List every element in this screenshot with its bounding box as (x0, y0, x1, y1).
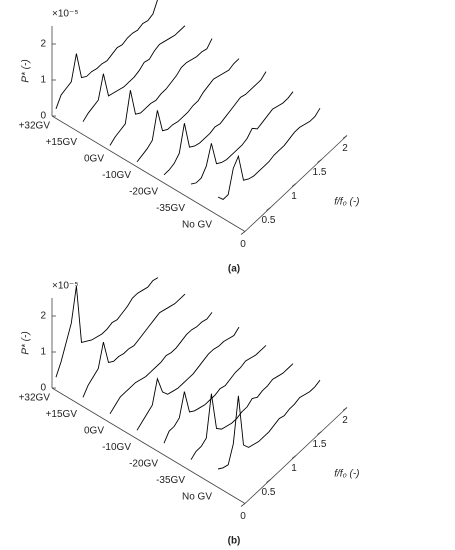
series-label: -35GV (156, 475, 185, 486)
x-tick-label: 2 (342, 143, 348, 154)
trace (163, 345, 267, 444)
x-tick (240, 231, 246, 235)
series-label: +32GV (19, 393, 51, 404)
x-tick-label: 0 (240, 511, 246, 522)
x-tick (342, 407, 348, 411)
x-axis-label: f/f₀ (-) (334, 469, 359, 480)
panel-label: (b) (228, 536, 241, 547)
x-tick (240, 503, 246, 507)
x-tick (266, 479, 271, 483)
trace (109, 312, 213, 415)
depth-axis (51, 387, 246, 504)
series-label: -35GV (156, 203, 185, 214)
x-tick-label: 0.5 (262, 215, 276, 226)
series-label: 0GV (84, 426, 104, 437)
y-tick-label: 0 (40, 383, 46, 394)
trace (136, 58, 240, 163)
x-tick (317, 431, 322, 435)
x-axis-label: f/f₀ (-) (334, 197, 359, 208)
y-tick-label: 0 (40, 111, 46, 122)
trace (55, 277, 159, 378)
y-tick-label: 2 (40, 39, 46, 50)
y-axis-label: P* (-) (21, 331, 32, 354)
x-tick-label: 1 (291, 191, 297, 202)
y-multiplier: ×10⁻⁵ (52, 9, 78, 20)
x-tick (342, 135, 348, 139)
x-tick-label: 2 (342, 415, 348, 426)
series-label: No GV (182, 220, 212, 231)
x-tick-label: 1 (291, 463, 297, 474)
y-tick-label: 2 (40, 311, 46, 322)
y-axis-label: P* (-) (21, 59, 32, 82)
trace (163, 71, 267, 176)
trace (190, 91, 294, 185)
x-tick (266, 207, 271, 211)
x-tick-label: 1.5 (313, 167, 327, 178)
series-label: 0GV (84, 154, 104, 165)
series-label: -20GV (129, 187, 158, 198)
trace (82, 25, 186, 122)
x-tick (291, 455, 297, 459)
y-tick-label: 1 (40, 347, 46, 358)
x-tick-label: 0.5 (262, 487, 276, 498)
depth-axis (51, 115, 246, 232)
series-label: -10GV (102, 442, 131, 453)
series-label: +32GV (19, 121, 51, 132)
series-label: +15GV (46, 137, 78, 148)
trace (217, 379, 321, 470)
y-multiplier: ×10⁻⁵ (52, 281, 78, 292)
x-tick (291, 183, 297, 187)
panel-label: (a) (228, 264, 240, 275)
x-tick (317, 159, 322, 163)
trace (136, 326, 240, 431)
series-label: No GV (182, 492, 212, 503)
trace (217, 107, 321, 200)
trace (109, 38, 213, 146)
trace (82, 293, 186, 398)
series-label: +15GV (46, 409, 78, 420)
x-tick-label: 0 (240, 239, 246, 250)
trace (190, 363, 294, 460)
x-tick-label: 1.5 (313, 439, 327, 450)
series-label: -20GV (129, 459, 158, 470)
series-label: -10GV (102, 170, 131, 181)
trace (55, 0, 158, 109)
y-tick-label: 1 (40, 75, 46, 86)
